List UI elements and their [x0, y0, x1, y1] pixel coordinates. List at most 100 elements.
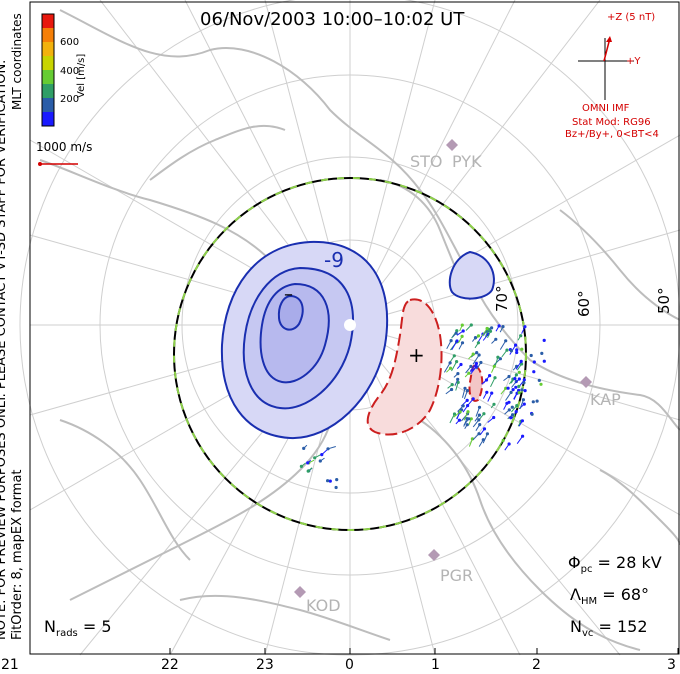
velocity-vector-line	[516, 363, 523, 371]
velocity-vector-line	[487, 417, 495, 423]
velocity-vector-line	[472, 354, 480, 365]
velocity-vector-line	[462, 388, 466, 398]
velocity-vector-line	[470, 363, 477, 372]
mlt-tick-3: 3	[667, 657, 676, 673]
color-bar-segment	[42, 84, 54, 99]
imf-clock	[578, 36, 634, 100]
velocity-vector-origin	[507, 400, 511, 404]
mlt-tick-23: 23	[256, 657, 274, 673]
velocity-vector-line	[499, 326, 504, 333]
velocity-vector-origin	[515, 350, 519, 355]
velocity-vector-line	[482, 334, 489, 341]
velocity-vector-line	[454, 379, 459, 386]
velocity-vector-line	[475, 407, 480, 417]
radar-label-kod: KOD	[306, 596, 341, 615]
positive-cell-maximum-marker: +	[408, 343, 425, 367]
velocity-vector-line	[481, 328, 488, 337]
velocity-vector-line	[518, 420, 523, 427]
velocity-vector-line	[459, 324, 463, 332]
radar-label-pgr: PGR	[440, 566, 474, 585]
velocity-vector-line	[445, 389, 452, 395]
velocity-vector-line	[451, 340, 458, 351]
radar-marker-pgr	[428, 549, 440, 561]
color-bar-segment	[42, 56, 54, 71]
velocity-vector-origin	[517, 370, 521, 374]
radar-marker-kap	[580, 376, 592, 388]
color-bar-segment	[42, 70, 54, 85]
velocity-vector-line	[500, 387, 507, 395]
velocity-vector-line	[307, 467, 313, 472]
velocity-vector-line	[503, 376, 510, 382]
velocity-vector-line	[482, 392, 488, 399]
negative-cell-minimum-marker: –	[284, 284, 293, 305]
imf-bz-label: +Z (5 nT)	[607, 12, 656, 23]
velocity-vector-origin	[335, 478, 339, 482]
imf-source: OMNI IMF	[582, 103, 630, 114]
color-bar-segment	[42, 112, 54, 127]
velocity-vector-origin	[510, 405, 514, 409]
velocity-vector-line	[446, 367, 451, 373]
velocity-vector-line	[456, 364, 462, 370]
negative-potential-cell	[220, 240, 389, 440]
velocity-vector-origin	[530, 412, 534, 416]
velocity-vector-line	[468, 353, 474, 360]
velocity-vector-line	[499, 340, 507, 350]
radar-label-kap: KAP	[590, 390, 621, 409]
positive-potential-cell	[366, 298, 484, 436]
vector-count-subscript: vc	[581, 628, 594, 640]
color-bar-segment	[42, 28, 54, 43]
pole-marker	[344, 319, 356, 331]
velocity-vector-origin	[334, 485, 338, 490]
hm-latitude-symbol: Λ	[570, 585, 581, 604]
velocity-vectors	[299, 323, 546, 490]
velocity-vector-line	[467, 398, 474, 406]
velocity-vector-line	[487, 331, 491, 339]
cross-polar-potential-value: = 28 kV	[597, 553, 662, 572]
color-bar-frame	[41, 13, 55, 127]
velocity-vector-origin	[517, 391, 521, 395]
velocity-vector-line	[487, 392, 493, 402]
velocity-vector-line	[475, 424, 481, 431]
vector-count-symbol: N	[570, 617, 582, 636]
velocity-vector-origin	[520, 388, 524, 392]
velocity-vector-origin	[531, 400, 535, 404]
velocity-vector-line	[512, 365, 517, 371]
velocity-vector-line	[456, 412, 460, 420]
velocity-vector-line	[490, 377, 496, 388]
radar-count-symbol: N	[44, 617, 56, 636]
velocity-vector-line	[457, 336, 463, 344]
lat-label-70: 70°	[493, 285, 511, 312]
velocity-vector-line	[494, 357, 499, 367]
mlt-tick-1: 1	[431, 657, 440, 673]
velocity-vector-line	[470, 366, 477, 375]
radar-label-sto: STO	[410, 152, 443, 171]
cross-polar-potential-symbol: Φ	[568, 553, 581, 572]
scale-vector	[38, 162, 78, 166]
mlt-tick-22: 22	[161, 657, 179, 673]
velocity-vector-line	[490, 403, 495, 409]
velocity-vector-line	[474, 414, 480, 422]
radar-count-value: = 5	[82, 617, 112, 636]
coords-note: MLT coordinates	[10, 13, 24, 110]
velocity-vector-line	[457, 405, 464, 412]
color-bar-segment	[42, 14, 54, 29]
plot-frame	[29, 1, 680, 655]
velocity-vector-line	[455, 382, 459, 391]
velocity-vector-line	[327, 446, 336, 450]
color-bar	[42, 14, 54, 127]
velocity-vector-line	[472, 433, 480, 441]
velocity-vector-origin	[513, 377, 517, 381]
velocity-vector-line	[504, 443, 510, 451]
velocity-vector-line	[493, 358, 501, 366]
velocity-vector-line	[449, 413, 455, 424]
velocity-vector-line	[456, 330, 464, 336]
fit-order-note: FitOrder: 8, mapEX format	[10, 469, 25, 640]
color-bar-segment	[42, 98, 54, 113]
radar-marker-sto-pyk	[446, 139, 458, 151]
velocity-vector-origin	[539, 382, 543, 386]
color-bar-tick-200: 200	[60, 94, 80, 105]
velocity-vector-line	[482, 433, 488, 444]
hm-boundary-green	[173, 177, 527, 531]
velocity-vector-line	[455, 419, 460, 425]
velocity-vector-line	[503, 403, 508, 410]
